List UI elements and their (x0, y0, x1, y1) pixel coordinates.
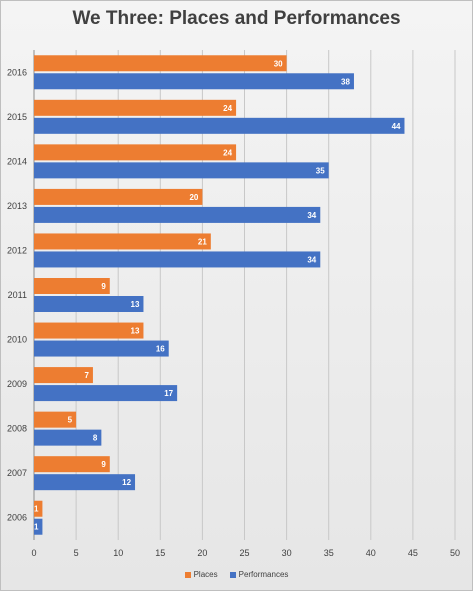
x-tick-label-10: 10 (113, 548, 123, 558)
y-tick-label-2010: 2010 (7, 335, 27, 345)
data-label-performances-2014: 35 (316, 166, 325, 175)
x-tick-label-40: 40 (366, 548, 376, 558)
data-label-performances-2008: 8 (93, 434, 98, 443)
bar-performances-2011 (34, 296, 144, 312)
x-tick-label-25: 25 (239, 548, 249, 558)
data-label-places-2007: 9 (101, 460, 106, 469)
y-tick-label-2016: 2016 (7, 67, 27, 77)
y-tick-label-2008: 2008 (7, 424, 27, 434)
bar-places-2016 (34, 55, 287, 72)
data-label-performances-2009: 17 (164, 389, 173, 398)
y-tick-label-2006: 2006 (7, 513, 27, 523)
bar-places-2013 (34, 188, 203, 205)
data-label-performances-2007: 12 (122, 478, 131, 487)
data-label-places-2014: 24 (223, 148, 232, 157)
x-tick-label-30: 30 (282, 548, 292, 558)
legend: Places Performances (0, 570, 473, 579)
bar-performances-2015 (34, 117, 405, 134)
y-tick-label-2014: 2014 (7, 156, 27, 166)
bar-performances-2014 (34, 162, 329, 179)
data-label-places-2009: 7 (84, 371, 89, 380)
bar-places-2006 (34, 500, 43, 517)
data-label-places-2011: 9 (101, 282, 106, 291)
data-label-performances-2006: 1 (34, 523, 39, 532)
x-tick-label-0: 0 (31, 548, 36, 558)
bar-performances-2006 (34, 518, 43, 535)
legend-label-performances: Performances (238, 570, 289, 579)
data-label-places-2015: 24 (223, 104, 232, 113)
legend-swatch-places (184, 571, 191, 578)
y-tick-label-2015: 2015 (7, 112, 27, 122)
bar-performances-2016 (34, 73, 354, 90)
bar-places-2012 (34, 233, 211, 250)
bar-performances-2009 (34, 385, 178, 402)
legend-item-performances: Performances (229, 570, 289, 579)
x-tick-label-45: 45 (408, 548, 418, 558)
x-tick-label-50: 50 (450, 548, 460, 558)
bar-performances-2012 (34, 251, 321, 268)
x-tick-label-20: 20 (197, 548, 207, 558)
data-label-places-2008: 5 (68, 416, 73, 425)
data-label-performances-2013: 34 (307, 211, 316, 220)
legend-item-places: Places (184, 570, 218, 579)
data-label-performances-2010: 16 (156, 345, 165, 354)
y-tick-label-2011: 2011 (8, 290, 27, 300)
bar-performances-2010 (34, 340, 169, 357)
data-label-performances-2016: 38 (341, 77, 350, 86)
bar-places-2014 (34, 144, 237, 161)
y-tick-label-2012: 2012 (7, 245, 27, 255)
bar-performances-2007 (34, 474, 136, 491)
x-tick-label-35: 35 (324, 548, 334, 558)
bar-places-2011 (34, 278, 110, 294)
bar-places-2015 (34, 99, 237, 116)
legend-swatch-performances (229, 571, 236, 578)
data-label-places-2006: 1 (34, 505, 39, 514)
chart-title: We Three: Places and Performances (72, 8, 401, 29)
bar-places-2009 (34, 367, 93, 384)
data-label-places-2010: 13 (131, 327, 140, 336)
bar-performances-2013 (34, 206, 321, 223)
bar-performances-2008 (34, 429, 102, 446)
legend-label-places: Places (193, 570, 218, 579)
y-tick-label-2007: 2007 (7, 468, 27, 478)
data-label-performances-2011: 13 (131, 300, 140, 309)
data-label-performances-2015: 44 (392, 122, 401, 131)
x-tick-label-15: 15 (155, 548, 165, 558)
data-label-places-2013: 20 (189, 193, 198, 202)
data-label-performances-2012: 34 (307, 255, 316, 264)
data-label-places-2012: 21 (198, 237, 207, 246)
x-tick-label-5: 5 (74, 548, 79, 558)
bar-places-2010 (34, 322, 144, 339)
y-tick-label-2013: 2013 (7, 201, 27, 211)
data-label-places-2016: 30 (274, 59, 283, 68)
y-tick-label-2009: 2009 (7, 379, 27, 389)
bar-places-2007 (34, 456, 110, 473)
bar-places-2008 (34, 411, 77, 428)
